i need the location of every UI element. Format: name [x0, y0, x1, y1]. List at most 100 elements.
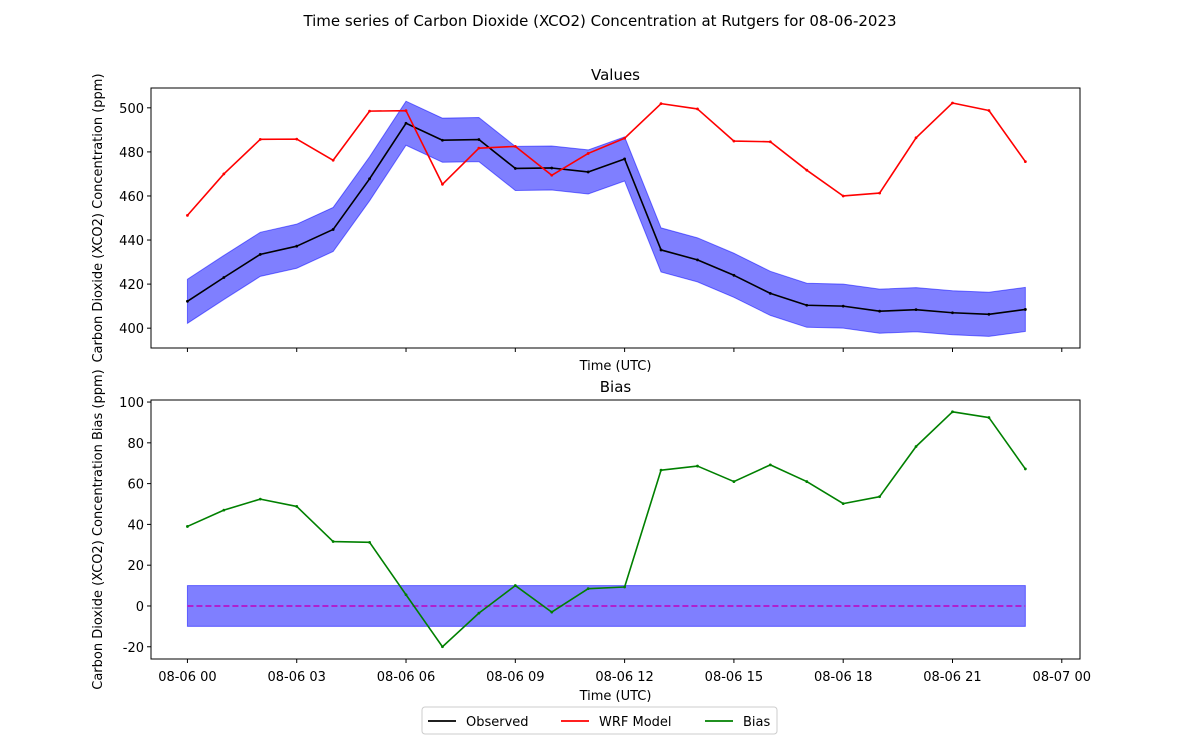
- bias-point: [586, 587, 590, 591]
- observed-point: [987, 312, 991, 316]
- wrf-model-point: [550, 173, 554, 177]
- values-panel: 400 420 440 460 480 500 Values Time (UTC) Carbon…: [91, 66, 1081, 374]
- legend: Observed WRF Model Bias: [421, 706, 778, 735]
- y-tick-label: 500: [119, 102, 144, 117]
- bias-panel: -20 0 20 40 60 80 100 08-06 00 08-06 03 08-06 06 0…: [91, 369, 1091, 704]
- bias-point: [659, 468, 663, 472]
- bias-line: [187, 411, 1027, 648]
- observed-point: [659, 248, 663, 252]
- wrf-model-point: [331, 158, 335, 162]
- panel-title: Values: [591, 66, 640, 84]
- wrf-model-point: [258, 137, 262, 141]
- bias-point: [623, 585, 627, 589]
- observed-point: [295, 244, 299, 248]
- observed-uncertainty-band: [186, 100, 1026, 337]
- x-tick-label: 08-06 15: [705, 670, 763, 685]
- x-tick-label: 08-06 12: [595, 670, 653, 685]
- wrf-model-point: [951, 101, 954, 105]
- wrf-model-point: [368, 109, 371, 113]
- legend-label-wrf-model: WRF Model: [599, 715, 672, 730]
- x-axis-label: Time (UTC): [579, 359, 652, 374]
- observed-point: [222, 276, 226, 279]
- wrf-model-point: [841, 194, 845, 198]
- y-tick-label: 80: [127, 437, 144, 452]
- legend-label-observed: Observed: [466, 715, 529, 730]
- bias-point: [331, 540, 335, 543]
- bias-point: [914, 445, 918, 448]
- wrf-model-point: [659, 102, 663, 106]
- bias-point: [477, 611, 481, 615]
- y-tick-label: 40: [127, 518, 144, 533]
- observed-point: [186, 299, 189, 303]
- wrf-model-point: [295, 137, 299, 141]
- x-tick-label: 08-06 03: [267, 670, 325, 685]
- wrf-model-point: [1023, 160, 1027, 163]
- wrf-model-point: [477, 146, 481, 150]
- observed-point: [623, 157, 627, 161]
- y-axis-label: Carbon Dioxide (XCO2) Concentration (ppm…: [91, 73, 106, 362]
- x-tick-label: 08-06 18: [814, 670, 872, 685]
- wrf-model-point: [805, 168, 809, 172]
- plot-frame: [150, 399, 1081, 660]
- observed-point: [841, 304, 845, 308]
- x-tick-label: 08-06 00: [158, 670, 216, 685]
- legend-label-bias: Bias: [743, 715, 770, 730]
- bias-point: [258, 497, 262, 501]
- bias-point: [768, 463, 772, 467]
- y-tick-label: 400: [119, 322, 144, 337]
- wrf-model-point: [222, 172, 226, 176]
- observed-point: [732, 273, 736, 277]
- bias-point: [186, 525, 189, 528]
- observed-point: [550, 166, 554, 170]
- wrf-model-point: [586, 152, 590, 155]
- bias-point: [951, 410, 954, 414]
- x-tick-label: 08-06 09: [486, 670, 544, 685]
- panel-title: Bias: [600, 378, 632, 396]
- x-tick-label: 08-07 00: [1033, 670, 1091, 685]
- observed-line: [186, 122, 1026, 316]
- wrf-model-point: [441, 182, 444, 186]
- bias-point: [732, 480, 736, 483]
- wrf-model-line: [186, 102, 1027, 216]
- bias-point: [513, 584, 517, 587]
- y-tick-label: -20: [123, 641, 144, 656]
- wrf-model-point: [987, 109, 991, 112]
- wrf-model-point: [186, 213, 189, 217]
- observed-point: [513, 167, 517, 170]
- wrf-model-point: [732, 139, 736, 143]
- legend-frame: [421, 706, 778, 735]
- x-axis-label: Time (UTC): [579, 689, 652, 704]
- y-tick-label: 420: [119, 278, 144, 293]
- wrf-model-point: [623, 136, 627, 140]
- observed-point: [805, 303, 809, 307]
- wrf-model-point: [768, 140, 772, 144]
- observed-point: [441, 138, 444, 142]
- y-tick-label: 480: [119, 146, 144, 161]
- bias-point: [295, 505, 299, 508]
- wrf-model-point: [914, 136, 918, 140]
- observed-point: [914, 308, 918, 312]
- y-tick-label: 60: [127, 478, 144, 493]
- x-tick-label: 08-06 06: [377, 670, 435, 685]
- observed-point: [768, 291, 772, 295]
- bias-point: [404, 593, 408, 597]
- y-tick-label: 460: [119, 190, 144, 205]
- bias-point: [550, 610, 554, 614]
- y-tick-label: 100: [119, 396, 144, 411]
- figure-title: Time series of Carbon Dioxide (XCO2) Con…: [302, 12, 896, 30]
- bias-point: [441, 645, 444, 649]
- plot-frame: [150, 87, 1081, 349]
- observed-point: [404, 121, 408, 125]
- wrf-model-point: [513, 144, 517, 148]
- observed-point: [1023, 308, 1027, 311]
- bias-point: [805, 480, 809, 483]
- bias-point: [696, 464, 699, 468]
- bias-point: [841, 502, 845, 505]
- observed-point: [696, 258, 699, 262]
- y-tick-label: 20: [127, 559, 144, 574]
- observed-point: [258, 252, 262, 256]
- observed-point: [477, 138, 481, 141]
- y-axis-label: Carbon Dioxide (XCO2) Concentration Bias…: [91, 369, 106, 689]
- bias-point: [987, 416, 991, 419]
